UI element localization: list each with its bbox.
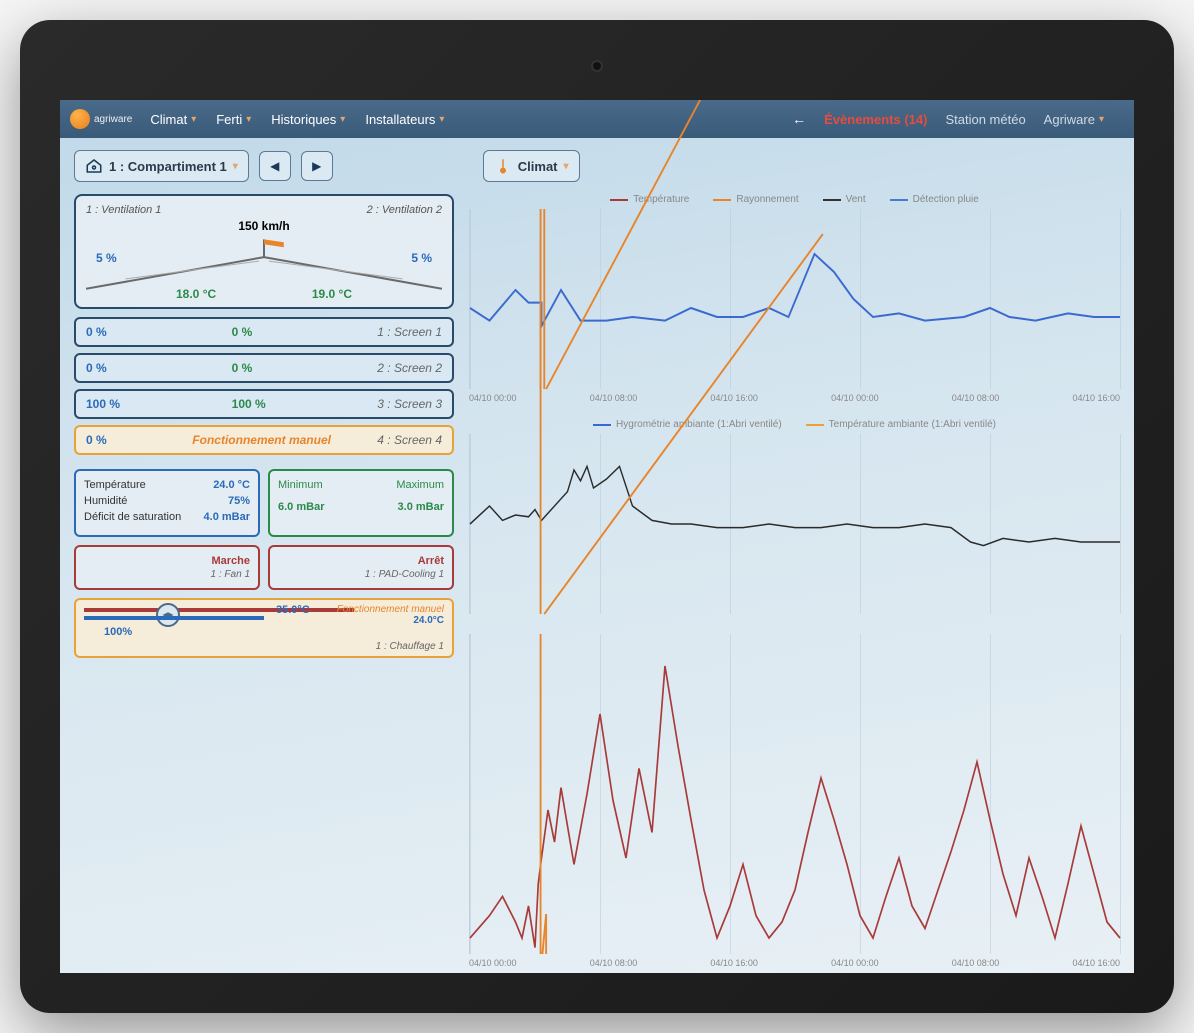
ambient-card[interactable]: Température 24.0 °C Humidité 75% Déficit de …	[74, 469, 260, 537]
house-icon	[85, 157, 103, 175]
nav-installateurs[interactable]: Installateurs	[365, 112, 444, 127]
chart1[interactable]	[469, 209, 1120, 389]
ambient-value: 4.0 mBar	[204, 511, 250, 523]
topbar: agriware Climat Ferti Historiques Instal…	[60, 100, 1134, 138]
x-tick: 04/10 00:00	[831, 393, 879, 403]
screen-val1: 100 %	[86, 397, 146, 411]
max-label: Maximum	[396, 479, 444, 491]
thermometer-icon	[494, 157, 512, 175]
ambient-label: Température	[84, 479, 146, 491]
screen-label: 2 : Screen 2	[377, 361, 442, 375]
x-tick: 04/10 16:00	[1072, 958, 1120, 968]
chart2-legend: Hygrométrie ambiante (1:Abri ventilé) Tem…	[469, 419, 1120, 430]
tablet-camera	[591, 60, 603, 72]
chart1-xaxis: 04/10 00:00 04/10 08:00 04/10 16:00 04/10 0…	[469, 393, 1120, 403]
pad-label: 1 : PAD-Cooling 1	[278, 569, 444, 580]
screen-row-2[interactable]: 0 % 0 % 2 : Screen 2	[74, 353, 454, 383]
ambient-value: 24.0 °C	[213, 479, 250, 491]
screen-val1: 0 %	[86, 361, 146, 375]
screen-val2: 0 %	[232, 325, 292, 339]
heating-label: 1 : Chauffage 1	[376, 641, 444, 652]
legend-item: Température ambiante (1:Abri ventilé)	[806, 419, 996, 430]
x-tick: 04/10 00:00	[831, 958, 879, 968]
brand-logo-icon	[70, 109, 90, 129]
screen-row-4[interactable]: 0 % Fonctionnement manuel 4 : Screen 4	[74, 425, 454, 455]
vent-left-label: 1 : Ventilation 1	[86, 204, 161, 216]
minmax-card[interactable]: Minimum Maximum 6.0 mBar 3.0 mBar	[268, 469, 454, 537]
chart-panel: TempératureRayonnementVentDétection plui…	[469, 194, 1120, 963]
chart1-legend: TempératureRayonnementVentDétection plui…	[469, 194, 1120, 205]
heating-pct: 100%	[104, 626, 132, 638]
x-tick: 04/10 16:00	[710, 393, 758, 403]
x-tick: 04/10 16:00	[1072, 393, 1120, 403]
max-val: 3.0 mBar	[398, 501, 444, 513]
x-tick: 04/10 16:00	[710, 958, 758, 968]
vent-right-temp: 19.0 °C	[312, 287, 352, 301]
ambient-label: Déficit de saturation	[84, 511, 181, 523]
nav-historiques[interactable]: Historiques	[271, 112, 345, 127]
heating-temp-primary: 35.0°C	[276, 604, 310, 616]
vent-left-temp: 18.0 °C	[176, 287, 216, 301]
nav-climat[interactable]: Climat	[150, 112, 196, 127]
prev-button[interactable]: ◀	[259, 151, 291, 181]
x-tick: 04/10 08:00	[952, 958, 1000, 968]
nav-ferti[interactable]: Ferti	[216, 112, 251, 127]
chart3[interactable]	[469, 634, 1120, 954]
vent-right-label: 2 : Ventilation 2	[367, 204, 442, 216]
vent-right-pct: 5 %	[411, 251, 432, 265]
x-tick: 04/10 08:00	[952, 393, 1000, 403]
section-selector[interactable]: Climat ▾	[483, 150, 580, 182]
screen-manual: Fonctionnement manuel	[192, 433, 331, 447]
windsock-icon	[264, 239, 284, 247]
next-button[interactable]: ▶	[301, 151, 333, 181]
left-panel: 1 : Ventilation 1 2 : Ventilation 2 150 …	[74, 194, 454, 963]
screen-val2: 0 %	[232, 361, 292, 375]
brand-name: agriware	[94, 114, 132, 125]
fan-label: 1 : Fan 1	[84, 569, 250, 580]
screen-label: 4 : Screen 4	[377, 433, 442, 447]
screen-label: 1 : Screen 1	[377, 325, 442, 339]
vent-left-pct: 5 %	[96, 251, 117, 265]
chart2[interactable]	[469, 434, 1120, 614]
x-tick: 04/10 00:00	[469, 393, 517, 403]
screen-val1: 0 %	[86, 325, 146, 339]
chart3-xaxis: 04/10 00:00 04/10 08:00 04/10 16:00 04/10 0…	[469, 958, 1120, 968]
x-tick: 04/10 08:00	[590, 958, 638, 968]
legend-item: Vent	[823, 194, 866, 205]
screen-row-1[interactable]: 0 % 0 % 1 : Screen 1	[74, 317, 454, 347]
fan-status: Marche	[84, 555, 250, 567]
ventilation-card[interactable]: 1 : Ventilation 1 2 : Ventilation 2 150 …	[74, 194, 454, 309]
brand-menu[interactable]: Agriware	[1044, 112, 1104, 127]
pad-card[interactable]: Arrêt 1 : PAD-Cooling 1	[268, 545, 454, 590]
section-label: Climat	[518, 159, 558, 174]
heating-card[interactable]: 35.0°C Fonctionnement manuel 24.0°C 100%…	[74, 598, 454, 658]
min-label: Minimum	[278, 479, 323, 491]
roof-diagram	[86, 239, 442, 299]
x-tick: 04/10 00:00	[469, 958, 517, 968]
heating-manual: Fonctionnement manuel	[337, 604, 444, 615]
min-val: 6.0 mBar	[278, 501, 324, 513]
valve-icon	[156, 603, 180, 627]
heating-temp-secondary: 24.0°C	[337, 615, 444, 626]
screen-label: 3 : Screen 3	[377, 397, 442, 411]
pad-status: Arrêt	[278, 555, 444, 567]
wind-speed: 150 km/h	[86, 219, 442, 233]
ambient-label: Humidité	[84, 495, 127, 507]
events-link[interactable]: Évènements (14)	[824, 112, 927, 127]
compartment-label: 1 : Compartiment 1	[109, 159, 227, 174]
legend-item: Détection pluie	[890, 194, 979, 205]
station-meteo-link[interactable]: Station météo	[945, 112, 1025, 127]
toolbar: 1 : Compartiment 1 ▾ ◀ ▶ Climat ▾	[60, 138, 1134, 194]
screen-val1: 0 %	[86, 433, 146, 447]
fan-card[interactable]: Marche 1 : Fan 1	[74, 545, 260, 590]
screen-val2: 100 %	[232, 397, 292, 411]
ambient-value: 75%	[228, 495, 250, 507]
compartment-selector[interactable]: 1 : Compartiment 1 ▾	[74, 150, 249, 182]
back-arrow-icon[interactable]: ←	[792, 111, 806, 127]
legend-item: Rayonnement	[713, 194, 798, 205]
x-tick: 04/10 08:00	[590, 393, 638, 403]
screen-row-3[interactable]: 100 % 100 % 3 : Screen 3	[74, 389, 454, 419]
legend-item: Hygrométrie ambiante (1:Abri ventilé)	[593, 419, 782, 430]
